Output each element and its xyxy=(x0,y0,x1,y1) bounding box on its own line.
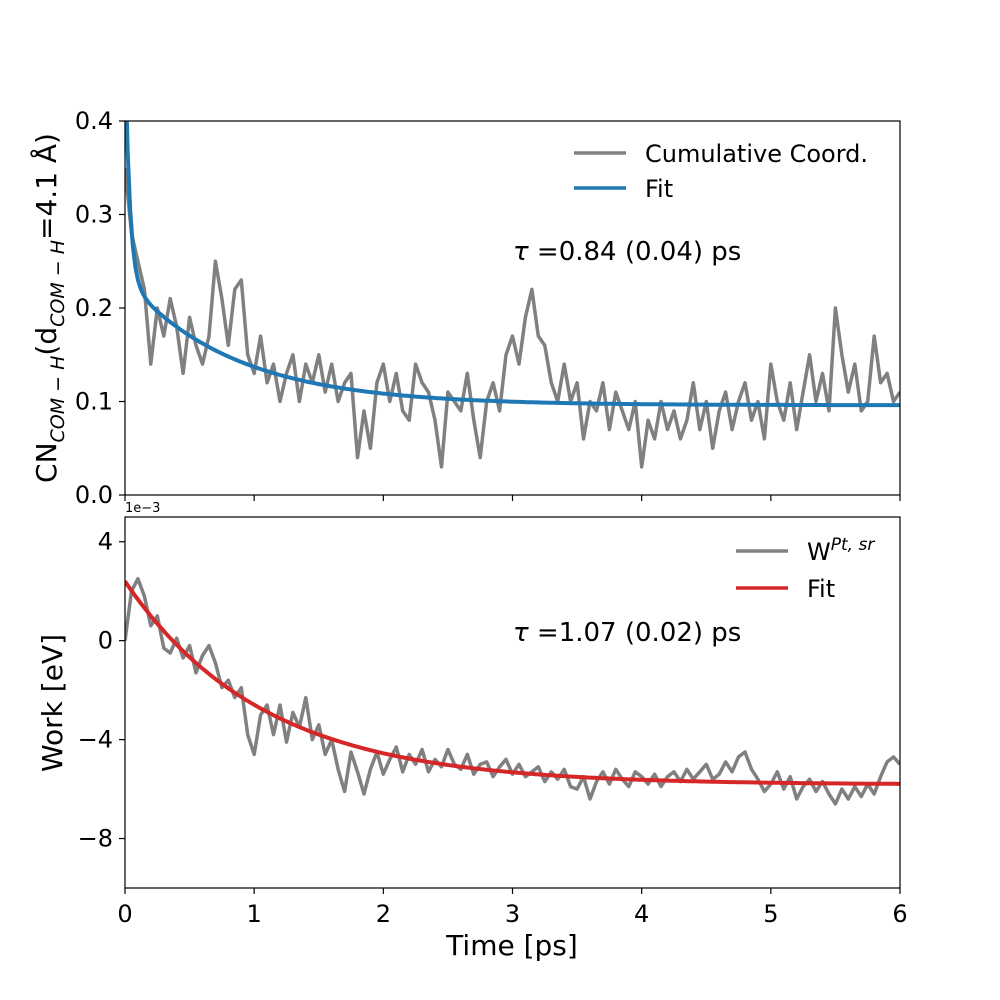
x-tick-label: 3 xyxy=(505,900,520,928)
bottom-y-axis-label: Work [eV] xyxy=(36,634,69,772)
bottom-series-fit-line xyxy=(125,580,900,786)
x-tick-label: 6 xyxy=(892,900,907,928)
top-x-ticks xyxy=(124,495,901,501)
y-tick-label: 0.2 xyxy=(75,294,113,322)
legend-label-work: WPt, sr xyxy=(807,535,875,566)
y-tick-label: −8 xyxy=(78,825,113,853)
top-series-fit-line xyxy=(125,121,900,408)
y-tick-label: 0.1 xyxy=(75,388,113,416)
legend-label-fit-bottom: Fit xyxy=(807,575,835,603)
x-axis-label: Time [ps] xyxy=(445,929,578,962)
bottom-y-ticks: 4 0 −4 −8 xyxy=(78,528,125,853)
top-series-cumulative-coord-line xyxy=(125,167,900,469)
top-tau-annotation: τ =0.84 (0.04) ps xyxy=(513,237,741,267)
x-tick-label: 0 xyxy=(117,900,132,928)
top-plot-area xyxy=(125,121,900,469)
bottom-plot-area xyxy=(125,577,900,806)
top-legend: Cumulative Coord. Fit xyxy=(574,140,868,203)
bottom-legend: WPt, sr Fit xyxy=(736,535,875,603)
x-tick-label: 5 xyxy=(763,900,778,928)
x-tick-label: 2 xyxy=(376,900,391,928)
y-tick-label: 4 xyxy=(98,528,113,556)
bottom-tau-annotation: τ =1.07 (0.02) ps xyxy=(513,618,741,648)
x-tick-label: 4 xyxy=(634,900,649,928)
legend-label-cumulative: Cumulative Coord. xyxy=(645,140,868,168)
top-y-axis-label: CNCOM − H(dCOM − H=4.1 Å) xyxy=(29,133,69,483)
y-tick-label: 0 xyxy=(98,627,113,655)
bottom-x-ticks: 0 1 2 3 4 5 6 xyxy=(117,888,908,928)
legend-label-fit-top: Fit xyxy=(645,175,673,203)
y-tick-label: 0.3 xyxy=(75,201,113,229)
y-tick-label: 0.0 xyxy=(75,481,113,509)
top-panel: 0.0 0.1 0.2 0.3 0.4 CNCOM − H(dCOM − H=4.1 Å… xyxy=(29,107,901,509)
y-tick-label: 0.4 xyxy=(75,107,113,135)
bottom-y-offset-text: 1e−3 xyxy=(125,501,160,516)
top-y-ticks: 0.0 0.1 0.2 0.3 0.4 xyxy=(75,107,125,509)
y-tick-label: −4 xyxy=(78,726,113,754)
x-tick-label: 1 xyxy=(247,900,262,928)
